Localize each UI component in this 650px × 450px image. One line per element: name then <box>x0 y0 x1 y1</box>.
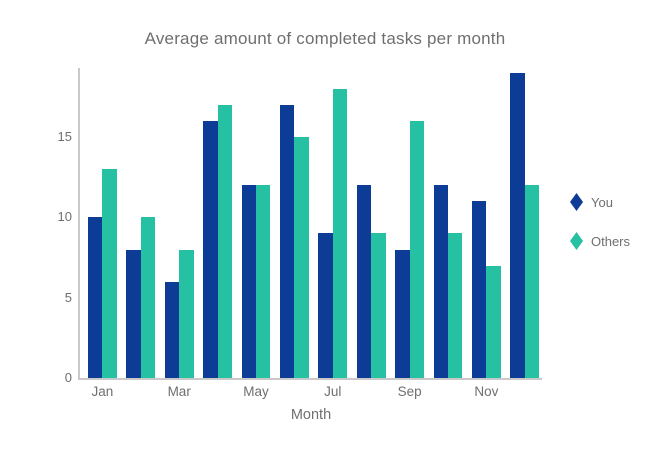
bar-you-nov <box>472 201 487 378</box>
bar-you-sep <box>395 249 410 378</box>
bar-others-oct <box>448 233 463 378</box>
bar-others-jul <box>332 88 348 378</box>
x-tick-label: Jul <box>324 384 342 399</box>
bar-others-mar <box>179 249 194 378</box>
legend-label: Others <box>591 233 631 249</box>
bar-others-jan <box>102 169 117 378</box>
legend: You Others <box>570 192 630 270</box>
diamond-icon <box>570 232 583 250</box>
chart-title: Average amount of completed tasks per mo… <box>144 29 506 48</box>
bar-others-sep <box>409 121 424 378</box>
bar-you-apr <box>203 121 218 378</box>
bar-you-oct <box>433 185 448 378</box>
bar-others-apr <box>217 104 232 378</box>
x-tick-label: Jan <box>91 384 114 399</box>
bar-others-may <box>256 185 271 378</box>
x-tick-label: Sep <box>397 384 422 399</box>
x-axis-title: Month <box>290 407 332 423</box>
bar-you-mar <box>164 281 180 378</box>
legend-label: You <box>591 194 613 210</box>
y-tick-label: 10 <box>57 209 72 225</box>
bar-others-aug <box>371 233 386 378</box>
bar-you-jun <box>280 104 295 378</box>
bar-you-jul <box>318 233 333 378</box>
bar-you-feb <box>126 249 141 378</box>
bar-others-jun <box>294 137 309 378</box>
bar-others-dec <box>524 185 540 378</box>
bar-you-may <box>241 185 256 378</box>
bar-others-feb <box>140 217 156 378</box>
y-tick-label: 15 <box>57 129 72 145</box>
x-tick-label: May <box>243 384 269 399</box>
x-tick-label: Mar <box>167 384 191 399</box>
bar-you-dec <box>510 72 525 378</box>
bar-you-jan <box>88 217 103 378</box>
bar-you-aug <box>356 185 372 378</box>
x-tick-label: Nov <box>474 384 499 399</box>
plot-area: Month 0 5 10 15 Jan Mar May Jul Sep Nov <box>58 68 542 423</box>
legend-entry-you[interactable]: You <box>570 192 630 212</box>
y-tick-label: 0 <box>64 370 72 385</box>
y-tick-label: 5 <box>64 289 72 305</box>
bar-others-nov <box>486 265 501 378</box>
legend-entry-others[interactable]: Others <box>570 231 630 251</box>
diamond-icon <box>570 193 583 211</box>
